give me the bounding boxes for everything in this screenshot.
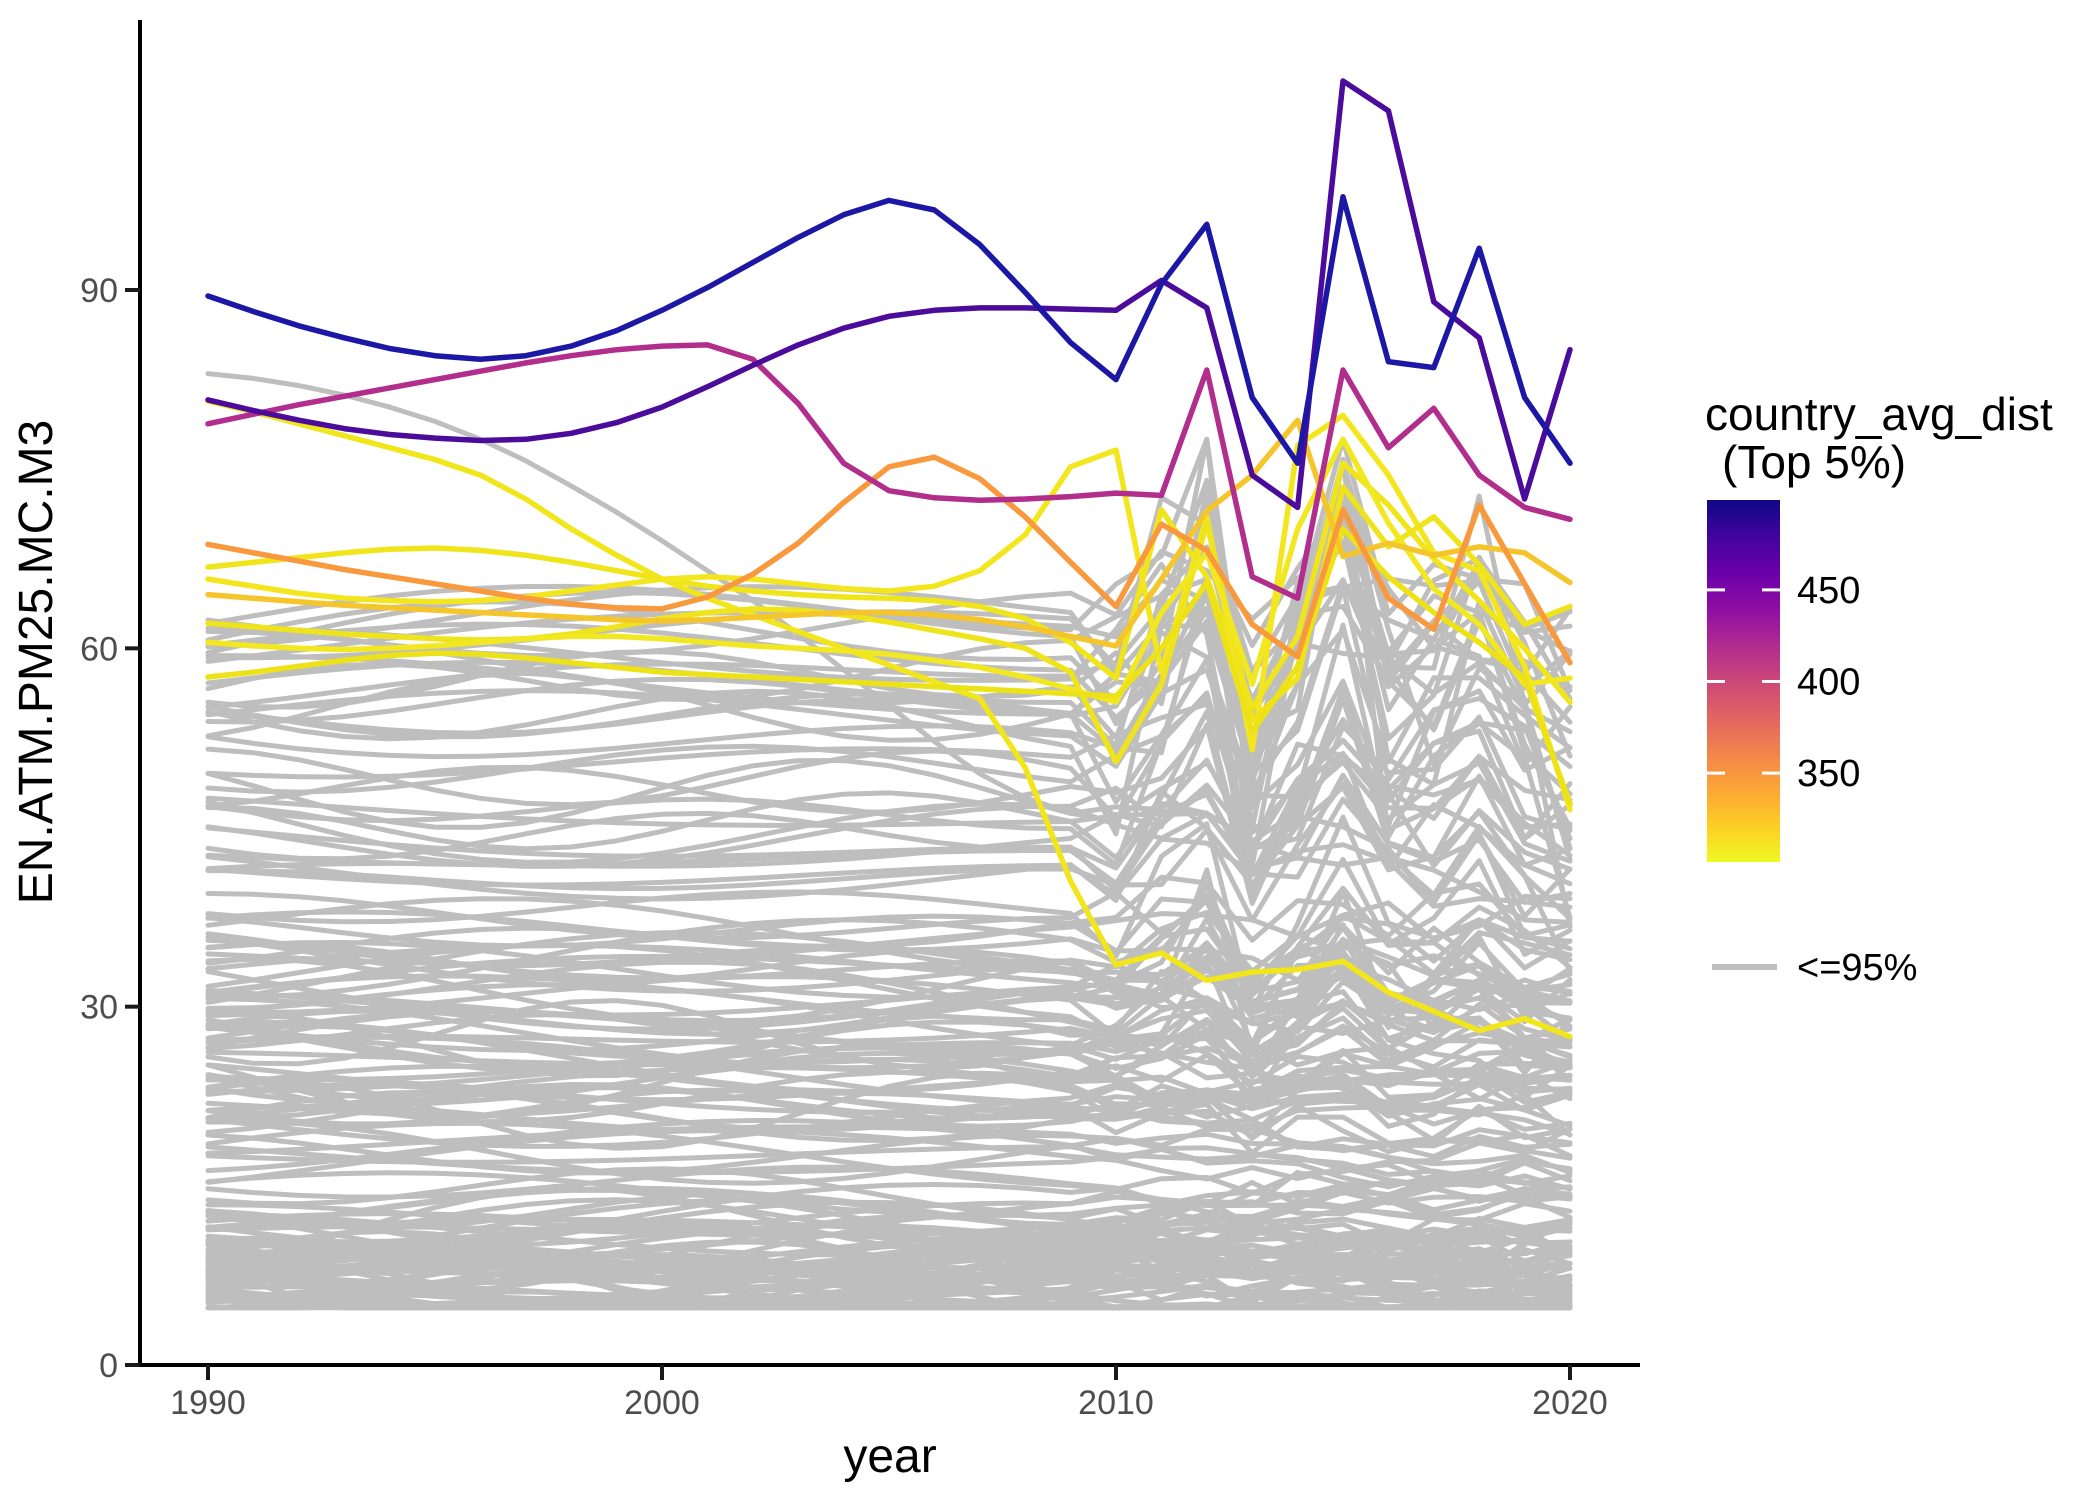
gray-country-line xyxy=(205,1063,1573,1143)
top5-country-line-top5-yellow-4 xyxy=(205,484,1573,765)
gray-country-line xyxy=(205,1169,1573,1267)
gray-country-line xyxy=(205,916,1573,1005)
axes: 1990 2000 2010 2020 0 30 60 90 xyxy=(80,20,1640,1422)
gray-country-line xyxy=(205,1210,1573,1258)
colorbar-tick-label: 350 xyxy=(1797,753,1860,795)
gray-country-line xyxy=(205,940,1573,1045)
gray-country-line xyxy=(205,1252,1573,1303)
x-tick-label: 2020 xyxy=(1532,1384,1608,1422)
gray-country-line xyxy=(205,1216,1573,1253)
gray-country-line xyxy=(205,750,1573,878)
x-tick-label: 1990 xyxy=(170,1384,246,1422)
gray-country-line xyxy=(205,1028,1573,1094)
gray-country-line xyxy=(205,1070,1573,1153)
top5-country-line-top5-navy xyxy=(205,194,1573,466)
gray-country-line xyxy=(205,608,1573,760)
background-lines-le95 xyxy=(205,436,1573,1311)
gray-country-line xyxy=(205,1019,1573,1088)
gray-country-line xyxy=(205,1041,1573,1114)
gray-country-line xyxy=(205,979,1573,1071)
gray-country-line xyxy=(205,1265,1573,1311)
top5-country-line-top5-gold xyxy=(205,417,1573,649)
x-axis-title: year xyxy=(843,1430,936,1483)
gray-country-line xyxy=(205,686,1573,896)
top5-country-line-top5-orange xyxy=(205,454,1573,666)
gray-country-line xyxy=(205,856,1573,988)
colorbar-tick-label: 400 xyxy=(1797,661,1860,703)
legend-title-line2: (Top 5%) xyxy=(1722,436,1906,488)
colorbar-tick-label: 450 xyxy=(1797,570,1860,612)
gray-country-line xyxy=(205,582,1573,720)
y-axis-title: EN.ATM.PM25.MC.M3 xyxy=(10,420,63,905)
gray-country-line xyxy=(205,882,1573,995)
legend-title-line1: country_avg_dist xyxy=(1705,388,2053,440)
gray-country-line xyxy=(205,1166,1573,1227)
gray-country-line xyxy=(205,874,1573,966)
gray-country-line xyxy=(205,1120,1573,1196)
top5-country-line-top5-purple xyxy=(205,78,1573,511)
y-tick-label: 60 xyxy=(80,630,118,668)
gray-country-line xyxy=(205,678,1573,842)
gray-country-line xyxy=(205,493,1573,786)
top5-highlighted-lines xyxy=(205,78,1573,1040)
y-tick-label: 30 xyxy=(80,989,118,1027)
gray-country-line xyxy=(205,940,1573,1013)
gray-country-line xyxy=(205,576,1573,738)
gray-country-line xyxy=(205,1217,1573,1259)
gray-country-line xyxy=(205,936,1573,1043)
gray-country-line xyxy=(205,1067,1573,1135)
gray-country-line xyxy=(205,714,1573,852)
y-tick-label: 0 xyxy=(99,1347,118,1385)
colorbar-ticks: 450 400 350 xyxy=(1707,570,1860,795)
top5-country-line-top5-yellow-3 xyxy=(205,412,1573,813)
gray-country-line xyxy=(205,1270,1573,1311)
gray-country-line xyxy=(205,1082,1573,1159)
gray-country-line xyxy=(205,772,1573,905)
legend-gray-label: <=95% xyxy=(1797,947,1917,989)
top5-country-line-top5-yellow-6 xyxy=(205,526,1573,807)
gray-country-line xyxy=(205,569,1573,887)
gray-country-line xyxy=(205,694,1573,852)
gray-country-line xyxy=(205,982,1573,1068)
top5-country-line-top5-yellow-2 xyxy=(205,460,1573,711)
x-axis-ticks: 1990 2000 2010 2020 xyxy=(170,1365,1608,1422)
gray-country-line xyxy=(205,799,1573,925)
gray-country-line-high xyxy=(205,371,1573,830)
gray-country-line xyxy=(205,788,1573,938)
gray-country-line xyxy=(205,1069,1573,1156)
gray-country-line xyxy=(205,627,1573,805)
gray-country-line xyxy=(205,814,1573,1013)
y-axis-ticks: 0 30 60 90 xyxy=(80,272,140,1385)
y-tick-label: 90 xyxy=(80,272,118,310)
gray-country-line xyxy=(205,1026,1573,1068)
gray-country-line xyxy=(205,1197,1573,1275)
gray-country-line xyxy=(205,781,1573,923)
gray-country-line xyxy=(205,488,1573,930)
gray-country-line xyxy=(205,722,1573,906)
top5-country-line-top5-yellow-5 xyxy=(205,436,1573,705)
x-tick-label: 2010 xyxy=(1078,1384,1154,1422)
x-tick-label: 2000 xyxy=(624,1384,700,1422)
top5-country-line-top5-magenta xyxy=(205,342,1573,601)
top5-country-line-top5-yellow-descender xyxy=(205,398,1573,1040)
legend: country_avg_dist (Top 5%) 450 400 350 <=95… xyxy=(1705,388,2053,989)
